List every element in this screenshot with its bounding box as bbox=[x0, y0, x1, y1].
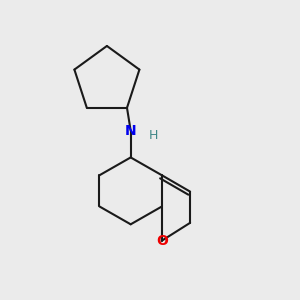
Text: N: N bbox=[125, 124, 136, 138]
Text: H: H bbox=[148, 129, 158, 142]
Text: O: O bbox=[156, 234, 168, 248]
